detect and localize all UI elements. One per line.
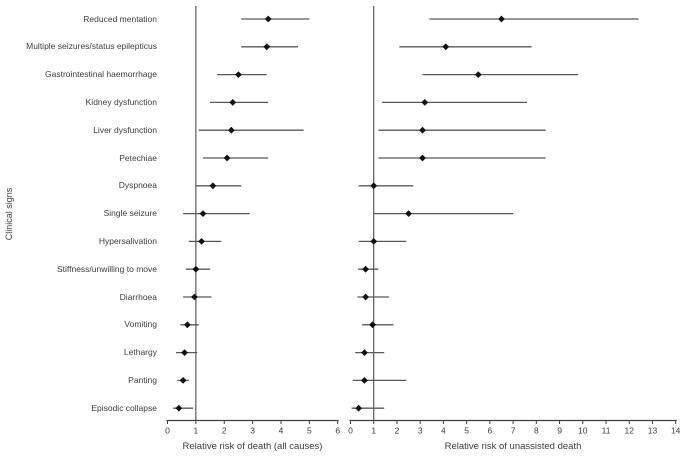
category-label: Petechiae: [119, 152, 157, 163]
left-panel-x-axis-title: Relative risk of death (all causes): [182, 441, 323, 452]
x-axis-tick-label: 1: [371, 426, 376, 436]
point-marker: [362, 265, 369, 273]
category-label: Episodic collapse: [91, 402, 157, 413]
point-marker: [179, 377, 187, 384]
point-marker: [370, 182, 378, 190]
point-marker: [223, 154, 231, 162]
point-marker: [361, 377, 368, 384]
category-label: Hypersalivation: [98, 235, 157, 246]
x-axis-tick-label: 3: [418, 426, 423, 436]
x-axis-tick-label: 9: [557, 426, 562, 436]
category-label: Gastrointestinal haemorrhage: [45, 69, 157, 80]
category-label: Kidney dysfunction: [85, 96, 157, 107]
point-marker: [209, 182, 217, 190]
point-marker: [362, 293, 369, 301]
point-marker: [369, 321, 376, 329]
point-marker: [192, 265, 200, 273]
right-panel-x-axis-title: Relative risk of unassisted death: [444, 441, 582, 452]
point-marker: [361, 349, 368, 356]
x-axis-tick-label: 7: [511, 426, 516, 436]
x-axis-tick-label: 8: [534, 426, 539, 436]
x-axis-tick-label: 6: [335, 426, 340, 436]
category-label: Diarrhoea: [119, 291, 157, 302]
x-axis-tick-label: 14: [671, 426, 681, 436]
point-marker: [355, 404, 363, 412]
point-marker: [419, 154, 426, 162]
x-axis-tick-label: 5: [464, 426, 469, 436]
point-marker: [474, 71, 482, 78]
point-marker: [498, 15, 505, 23]
x-axis-tick-label: 2: [395, 426, 400, 436]
category-label: Liver dysfunction: [93, 124, 157, 135]
point-marker: [227, 126, 235, 134]
x-axis-tick-label: 6: [488, 426, 493, 436]
category-label: Stiffness/unwilling to move: [56, 263, 157, 274]
x-axis-tick-label: 10: [578, 426, 588, 436]
category-label: Vomiting: [124, 319, 157, 330]
point-marker: [419, 126, 426, 134]
x-axis-tick-label: 0: [348, 426, 353, 436]
point-marker: [370, 238, 378, 245]
point-marker: [191, 293, 198, 301]
category-label: Multiple seizures/status epilepticus: [26, 41, 157, 52]
point-marker: [421, 99, 429, 106]
x-axis-tick-label: 11: [602, 426, 611, 436]
point-marker: [175, 404, 183, 412]
category-label: Reduced mentation: [83, 13, 157, 24]
category-label: Single seizure: [103, 208, 157, 219]
point-marker: [183, 321, 191, 329]
point-marker: [199, 210, 207, 217]
x-axis-tick-label: 1: [193, 426, 198, 436]
point-marker: [235, 71, 242, 78]
x-axis-tick-label: 4: [279, 426, 284, 436]
x-axis-tick-label: 2: [222, 426, 227, 436]
category-label: Dyspnoea: [118, 180, 157, 191]
x-axis-tick-label: 5: [307, 426, 312, 436]
point-marker: [264, 15, 272, 23]
point-marker: [405, 210, 412, 217]
point-marker: [263, 43, 271, 51]
point-marker: [229, 99, 237, 106]
x-axis-tick-label: 4: [441, 426, 446, 436]
category-label: Panting: [128, 374, 157, 385]
point-marker: [198, 238, 205, 245]
point-marker: [442, 43, 450, 51]
x-axis-tick-label: 13: [648, 426, 658, 436]
x-axis-tick-label: 3: [250, 426, 255, 436]
x-axis-tick-label: 0: [165, 426, 170, 436]
x-axis-tick-label: 12: [625, 426, 635, 436]
category-label: Lethargy: [123, 347, 157, 358]
point-marker: [181, 349, 188, 356]
